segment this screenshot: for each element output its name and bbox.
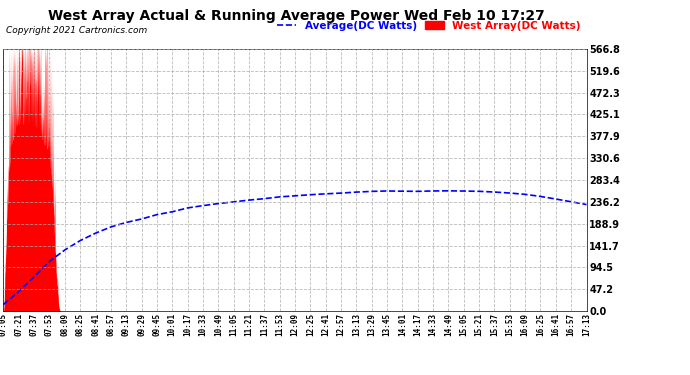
Text: Copyright 2021 Cartronics.com: Copyright 2021 Cartronics.com: [6, 26, 147, 35]
Legend: Average(DC Watts), West Array(DC Watts): Average(DC Watts), West Array(DC Watts): [273, 16, 584, 35]
Text: West Array Actual & Running Average Power Wed Feb 10 17:27: West Array Actual & Running Average Powe…: [48, 9, 545, 23]
